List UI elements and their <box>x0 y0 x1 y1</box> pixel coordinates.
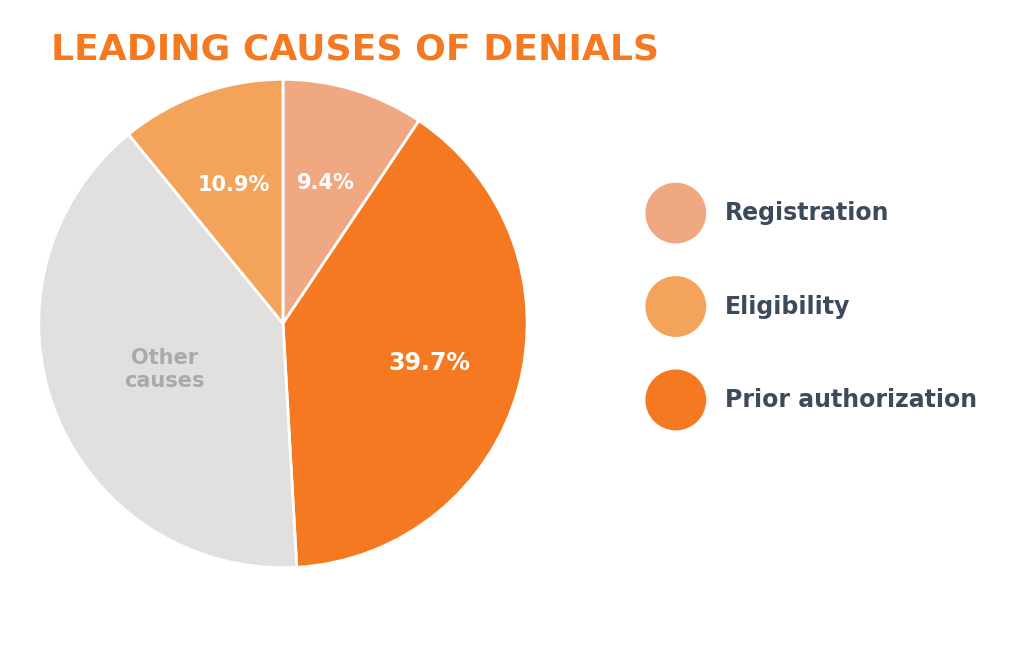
Circle shape <box>646 183 706 243</box>
Text: Eligibility: Eligibility <box>725 294 850 318</box>
Text: 10.9%: 10.9% <box>198 175 270 195</box>
Text: 39.7%: 39.7% <box>388 351 470 375</box>
Text: 9.4%: 9.4% <box>297 173 354 193</box>
Text: Registration: Registration <box>725 201 889 225</box>
Circle shape <box>646 370 706 430</box>
Text: Other
causes: Other causes <box>124 348 205 391</box>
Text: Prior authorization: Prior authorization <box>725 388 977 412</box>
Wedge shape <box>129 80 283 324</box>
Wedge shape <box>283 121 527 567</box>
Wedge shape <box>283 80 419 324</box>
Text: LEADING CAUSES OF DENIALS: LEADING CAUSES OF DENIALS <box>51 32 659 67</box>
Circle shape <box>646 277 706 336</box>
Wedge shape <box>39 135 297 567</box>
